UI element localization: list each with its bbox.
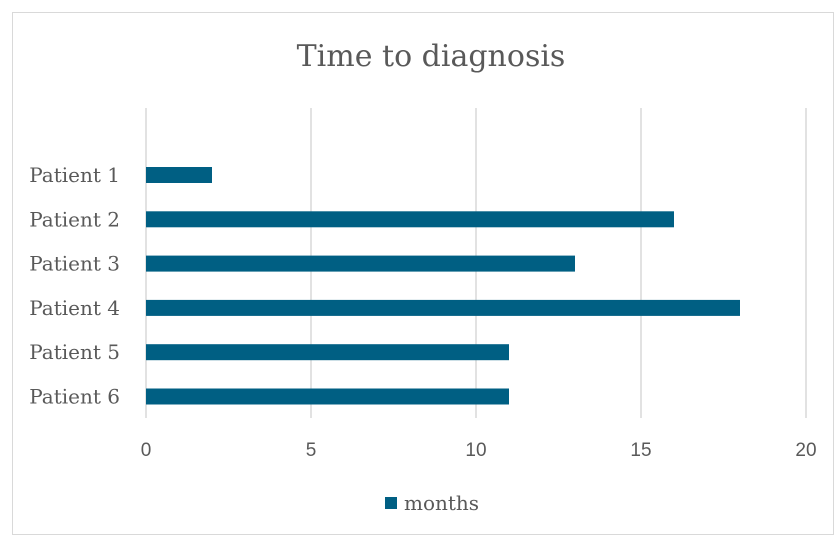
x-tick-label-0: 0 <box>141 440 152 461</box>
chart-frame <box>12 12 834 535</box>
category-label-5: Patient 5 <box>29 340 120 364</box>
x-tick-label-5: 5 <box>306 440 317 461</box>
bar-patient-3 <box>146 255 575 272</box>
category-label-3: Patient 3 <box>29 252 120 276</box>
bar-patient-4 <box>146 299 740 316</box>
x-tick-label-15: 15 <box>630 440 651 461</box>
x-tick-label-20: 20 <box>795 440 816 461</box>
bar-patient-6 <box>146 388 509 405</box>
bar-patient-5 <box>146 344 509 361</box>
bar-patient-2 <box>146 211 674 228</box>
x-tick-label-10: 10 <box>465 440 486 461</box>
legend-label: months <box>404 491 479 515</box>
bar-patient-1 <box>146 167 212 183</box>
category-label-4: Patient 4 <box>29 296 120 320</box>
chart-title: Time to diagnosis <box>297 39 566 74</box>
bars <box>146 167 740 405</box>
x-axis-ticks: 0 5 10 15 20 <box>141 440 817 461</box>
legend-swatch <box>385 497 397 509</box>
category-label-2: Patient 2 <box>29 207 120 231</box>
category-label-1: Patient 1 <box>29 163 120 187</box>
category-label-6: Patient 6 <box>29 385 120 409</box>
category-labels: Patient 1 Patient 2 Patient 3 Patient 4 Pati… <box>29 163 120 409</box>
legend: months <box>385 491 479 515</box>
